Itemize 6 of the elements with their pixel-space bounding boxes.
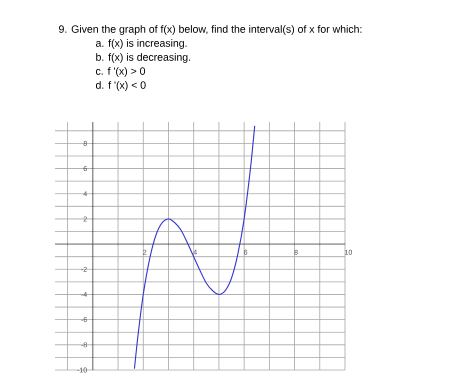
text: c. f '(x) > 0 xyxy=(96,67,146,77)
line-series xyxy=(134,125,256,370)
text: d. f '(x) < 0 xyxy=(96,81,146,91)
text: a. f(x) is increasing. xyxy=(96,39,187,49)
chart-title: 9. Given the graph of f(x) below, find the interval(s) of x for which: xyxy=(59,25,362,35)
text: b. f(x) is decreasing. xyxy=(96,53,190,63)
